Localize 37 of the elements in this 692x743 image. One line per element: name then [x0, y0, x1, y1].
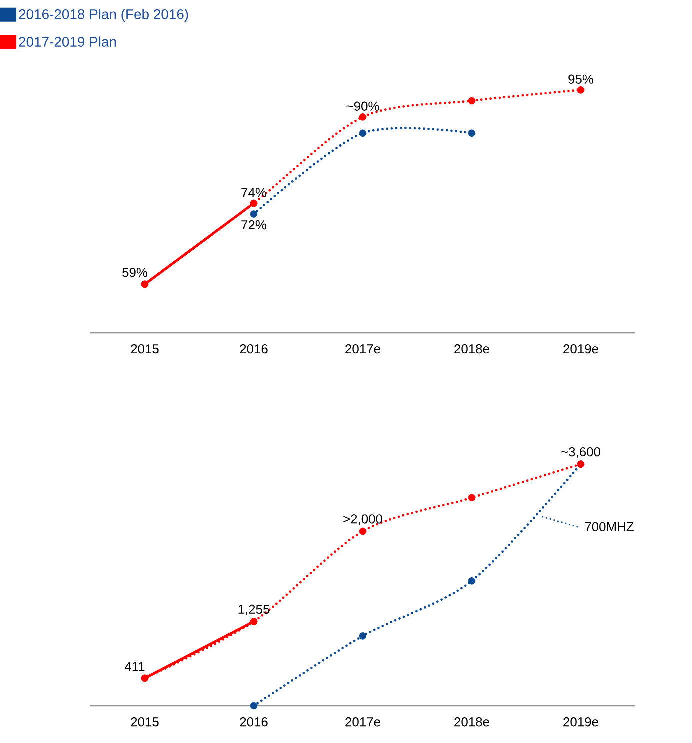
x-tick-label: 2015 [131, 344, 159, 354]
data-label: 95% [568, 74, 594, 84]
annotation: 700MHZ [585, 522, 634, 532]
point [468, 578, 476, 585]
data-label: 1,255 [238, 604, 270, 616]
x-tick-label: 2017e [346, 718, 380, 727]
point [468, 130, 476, 137]
point [359, 528, 367, 536]
point [141, 674, 149, 682]
point [468, 97, 476, 105]
point [250, 200, 258, 208]
x-tick-label: 2017e [346, 344, 380, 354]
point [359, 632, 367, 640]
legend-label: 2016-2018 Plan (Feb 2016) [19, 9, 188, 22]
x-tick-label: 2018e [454, 718, 490, 727]
data-label: 74% [242, 188, 267, 198]
point [250, 210, 258, 218]
point [141, 280, 149, 288]
point [468, 494, 476, 502]
point [577, 86, 585, 94]
point [359, 114, 367, 121]
x-tick-label: 2019e [564, 344, 598, 354]
data-label: 72% [242, 220, 267, 230]
x-tick-label: 2016 [240, 718, 268, 727]
data-label: ~3,600 [562, 447, 600, 458]
data-label: >2,000 [344, 514, 382, 526]
x-tick-label: 2015 [131, 718, 159, 727]
x-tick-label: 2018e [454, 344, 490, 354]
point [250, 702, 258, 710]
legend-label: 2017-2019 Plan [19, 36, 116, 47]
x-tick-label: 2016 [240, 344, 268, 354]
data-label: 59% [122, 268, 148, 278]
x-tick-label: 2019e [564, 718, 598, 727]
point [250, 618, 258, 626]
point [359, 130, 367, 137]
data-label: 411 [124, 662, 145, 672]
data-label: ~90% [346, 102, 380, 111]
